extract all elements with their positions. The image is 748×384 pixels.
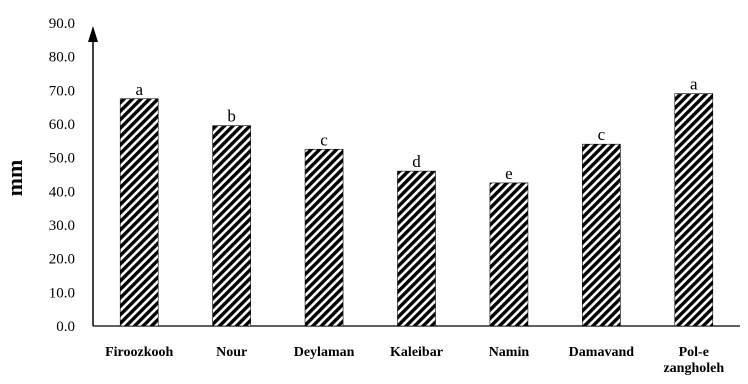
y-tick-label: 20.0 (49, 252, 75, 268)
significance-letter: b (227, 107, 236, 126)
y-tick-label: 60.0 (49, 117, 75, 133)
y-tick-label: 50.0 (49, 151, 75, 167)
significance-letter: a (690, 75, 698, 94)
significance-letter: a (135, 80, 143, 99)
bar-kaleibar (397, 170, 436, 327)
y-tick-label: 80.0 (49, 50, 75, 66)
y-tick-label: 40.0 (49, 184, 75, 200)
significance-letters: a b c d e c a (135, 75, 698, 183)
category-label: Firoozkooh (105, 345, 173, 360)
y-axis-arrow-icon (88, 26, 98, 42)
bars (119, 93, 714, 327)
category-label: zangholeh (663, 361, 724, 376)
significance-letter: c (598, 125, 606, 144)
bar-namin (489, 182, 529, 327)
bar-pol-e-zangholeh (674, 93, 714, 327)
y-axis: 0.0 10.0 20.0 30.0 40.0 50.0 60.0 70.0 80.0 90.0 (49, 16, 98, 335)
y-tick-label: 90.0 (49, 16, 75, 32)
y-tick-label: 30.0 (49, 218, 75, 234)
category-label: Kaleibar (390, 345, 443, 360)
bar-deylaman (304, 148, 344, 327)
category-label: Deylaman (294, 345, 355, 360)
bar-nour (212, 125, 251, 327)
bar-damavand (582, 143, 621, 327)
significance-letter: d (412, 152, 421, 171)
category-label: Nour (216, 345, 247, 360)
bar-firoozkooh (119, 98, 159, 327)
significance-letter: e (505, 164, 513, 183)
y-tick-label: 70.0 (49, 83, 75, 99)
y-tick-label: 0.0 (56, 319, 75, 335)
significance-letter: c (320, 130, 328, 149)
category-label: Pol-e (679, 345, 709, 360)
y-tick-label: 10.0 (49, 285, 75, 301)
category-label: Namin (489, 345, 530, 360)
y-axis-label: mm (2, 160, 27, 197)
category-label: Damavand (569, 345, 635, 360)
category-labels: Firoozkooh Nour Deylaman Kaleibar Namin Damav… (105, 345, 724, 376)
